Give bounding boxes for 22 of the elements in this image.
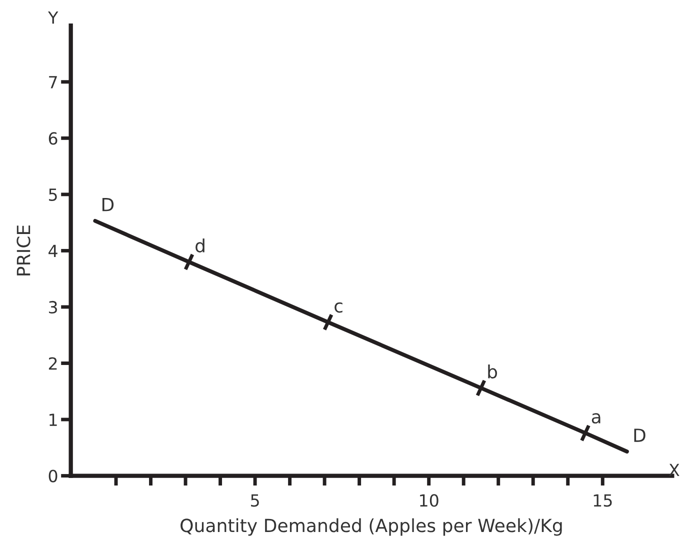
annotation: X bbox=[668, 464, 680, 476]
x-tick-label: 10 bbox=[420, 494, 438, 507]
y-tick-label: 6 bbox=[48, 132, 58, 145]
y-tick-label: 7 bbox=[49, 76, 57, 88]
line-series bbox=[93, 218, 629, 454]
y-tick-label: 2 bbox=[48, 357, 57, 370]
annotation: b bbox=[488, 364, 498, 379]
y-axis-title: PRICE bbox=[16, 225, 30, 276]
y-tick-label: 5 bbox=[49, 188, 57, 201]
y-tick-label: 1 bbox=[50, 414, 57, 426]
x-tick-label: 5 bbox=[251, 494, 259, 507]
y-tick-label: 0 bbox=[48, 470, 58, 482]
y-tick-label: 3 bbox=[48, 300, 57, 314]
x-axis-title: Quantity Demanded (Apples per Week)/Kg bbox=[180, 518, 562, 536]
y-tick-label: 4 bbox=[48, 244, 58, 258]
annotation: a bbox=[592, 413, 600, 424]
annotation: D bbox=[634, 428, 646, 442]
annotation: c bbox=[334, 302, 342, 313]
x-tick-label: 15 bbox=[594, 494, 612, 507]
text: Y bbox=[48, 12, 58, 24]
annotation: d bbox=[196, 238, 204, 252]
annotation: D bbox=[102, 198, 114, 212]
